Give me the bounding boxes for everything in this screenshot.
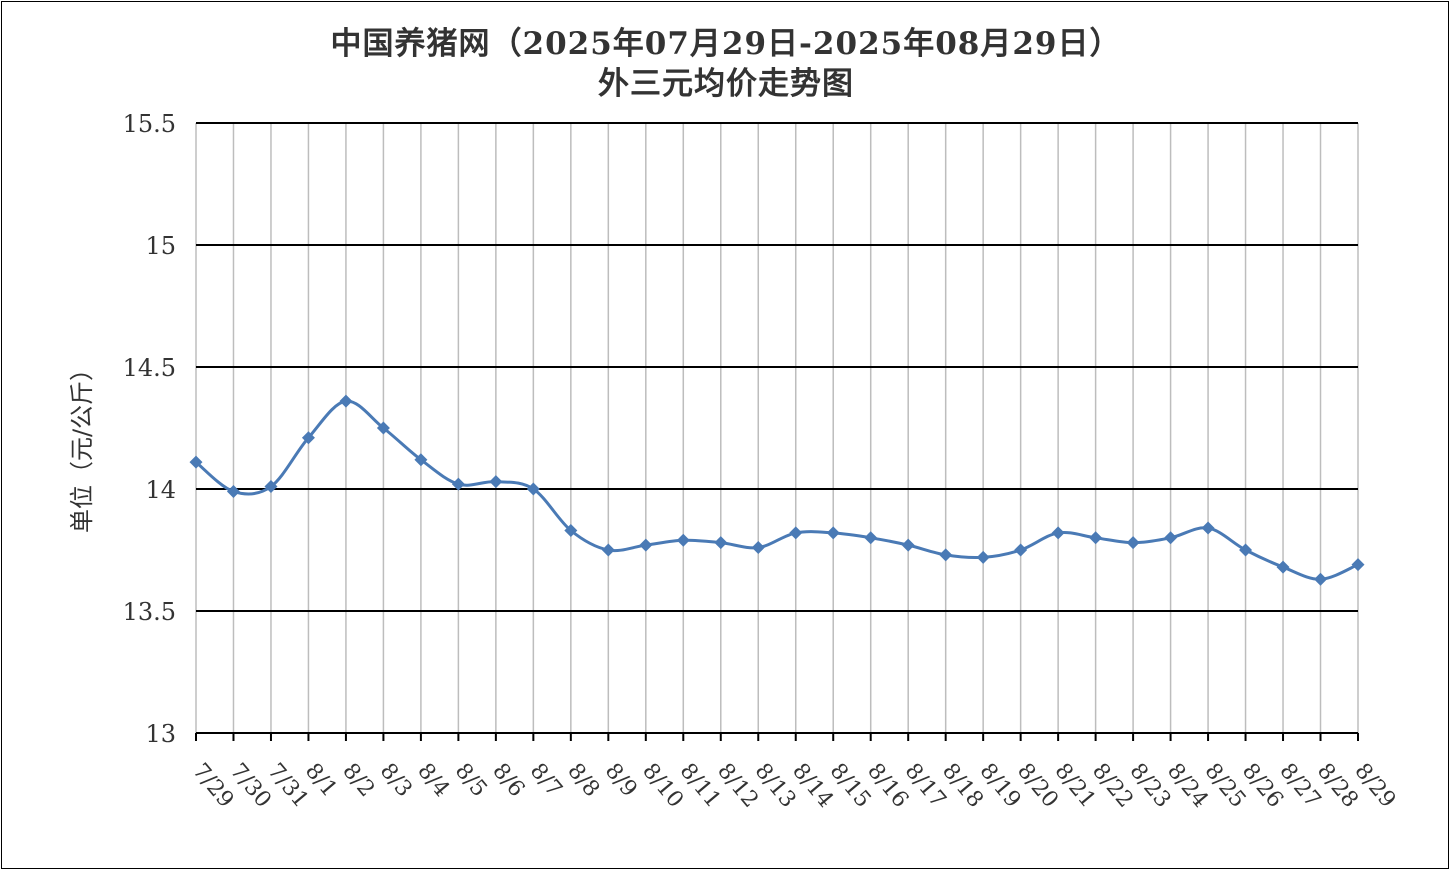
y-axis-label: 单位（元/公斤）: [68, 357, 96, 533]
x-tick-label: 8/8: [562, 759, 604, 802]
data-point: [564, 523, 578, 537]
data-point: [376, 421, 390, 435]
y-tick-label: 15: [145, 232, 176, 260]
data-point: [189, 455, 203, 469]
data-point: [1351, 558, 1365, 572]
y-tick-labels: 13 13.5 14 14.5 15 15.5: [123, 110, 176, 748]
data-point: [939, 548, 953, 562]
x-tick-label: 7/31: [262, 759, 313, 813]
data-point: [1126, 536, 1140, 550]
x-tick-labels: 7/297/307/318/18/28/38/48/58/68/78/88/98…: [187, 759, 1400, 813]
data-point: [1201, 521, 1215, 535]
y-tick-label: 13: [145, 720, 176, 748]
grid-lines: [195, 122, 1359, 733]
x-tick-label: 8/29: [1349, 759, 1400, 813]
x-tick-label: 7/30: [225, 759, 276, 813]
data-point: [526, 482, 540, 496]
y-tick-label: 13.5: [123, 598, 176, 626]
x-tick-label: 8/16: [862, 759, 913, 813]
x-tick-label: 8/23: [1125, 759, 1176, 813]
data-point: [601, 543, 615, 557]
series-line: [195, 399, 1359, 581]
chart-subtitle: 外三元均价走势图: [598, 66, 854, 102]
data-point: [751, 541, 765, 555]
data-point: [339, 394, 353, 408]
x-tick-label: 8/3: [375, 759, 417, 802]
x-tick-label: 8/22: [1087, 759, 1138, 813]
data-point: [451, 477, 465, 491]
x-tick-label: 8/13: [750, 759, 801, 813]
x-tick-label: 8/15: [825, 759, 876, 813]
x-tick-label: 8/11: [675, 759, 726, 813]
x-tick-label: 8/25: [1199, 759, 1250, 813]
data-point: [864, 531, 878, 545]
data-point: [1089, 531, 1103, 545]
data-point: [1239, 543, 1253, 557]
data-point: [676, 533, 690, 547]
data-point: [226, 484, 240, 498]
x-tick-label: 7/29: [187, 759, 238, 813]
y-tick-label: 14.5: [123, 354, 176, 382]
chart-title: 中国养猪网（2025年07月29日-2025年08月29日）: [330, 26, 1122, 62]
data-point: [901, 538, 915, 552]
data-point: [301, 431, 315, 445]
x-tick-label: 8/12: [712, 759, 763, 813]
data-point: [1164, 531, 1178, 545]
x-tick-label: 8/7: [525, 759, 567, 802]
data-point: [639, 538, 653, 552]
data-point: [1276, 560, 1290, 574]
data-point: [1051, 526, 1065, 540]
x-tick-label: 8/5: [450, 759, 492, 802]
data-point: [1314, 572, 1328, 586]
x-tick-label: 8/28: [1312, 759, 1363, 813]
x-tick-label: 8/9: [600, 759, 642, 802]
x-tick-label: 8/27: [1274, 759, 1325, 813]
data-point: [264, 480, 278, 494]
x-tick-label: 8/21: [1050, 759, 1101, 813]
data-points: [189, 394, 1365, 586]
data-point: [826, 526, 840, 540]
x-tick-label: 8/24: [1162, 759, 1213, 813]
x-tick-label: 8/20: [1012, 759, 1063, 813]
data-point: [489, 475, 503, 489]
data-point: [1014, 543, 1028, 557]
axes: [195, 732, 1359, 741]
x-tick-label: 8/26: [1237, 759, 1288, 813]
x-tick-label: 8/2: [337, 759, 379, 802]
data-point: [414, 453, 428, 467]
x-tick-label: 8/18: [937, 759, 988, 813]
x-tick-label: 8/10: [637, 759, 688, 813]
y-tick-label: 14: [145, 476, 176, 504]
data-point: [976, 550, 990, 564]
x-tick-label: 8/19: [975, 759, 1026, 813]
y-tick-label: 15.5: [123, 110, 176, 138]
x-tick-label: 8/17: [900, 759, 951, 813]
data-point: [789, 526, 803, 540]
x-tick-label: 8/4: [412, 759, 454, 802]
data-point: [714, 536, 728, 550]
x-tick-label: 8/6: [487, 759, 529, 802]
x-tick-label: 8/14: [787, 759, 838, 813]
